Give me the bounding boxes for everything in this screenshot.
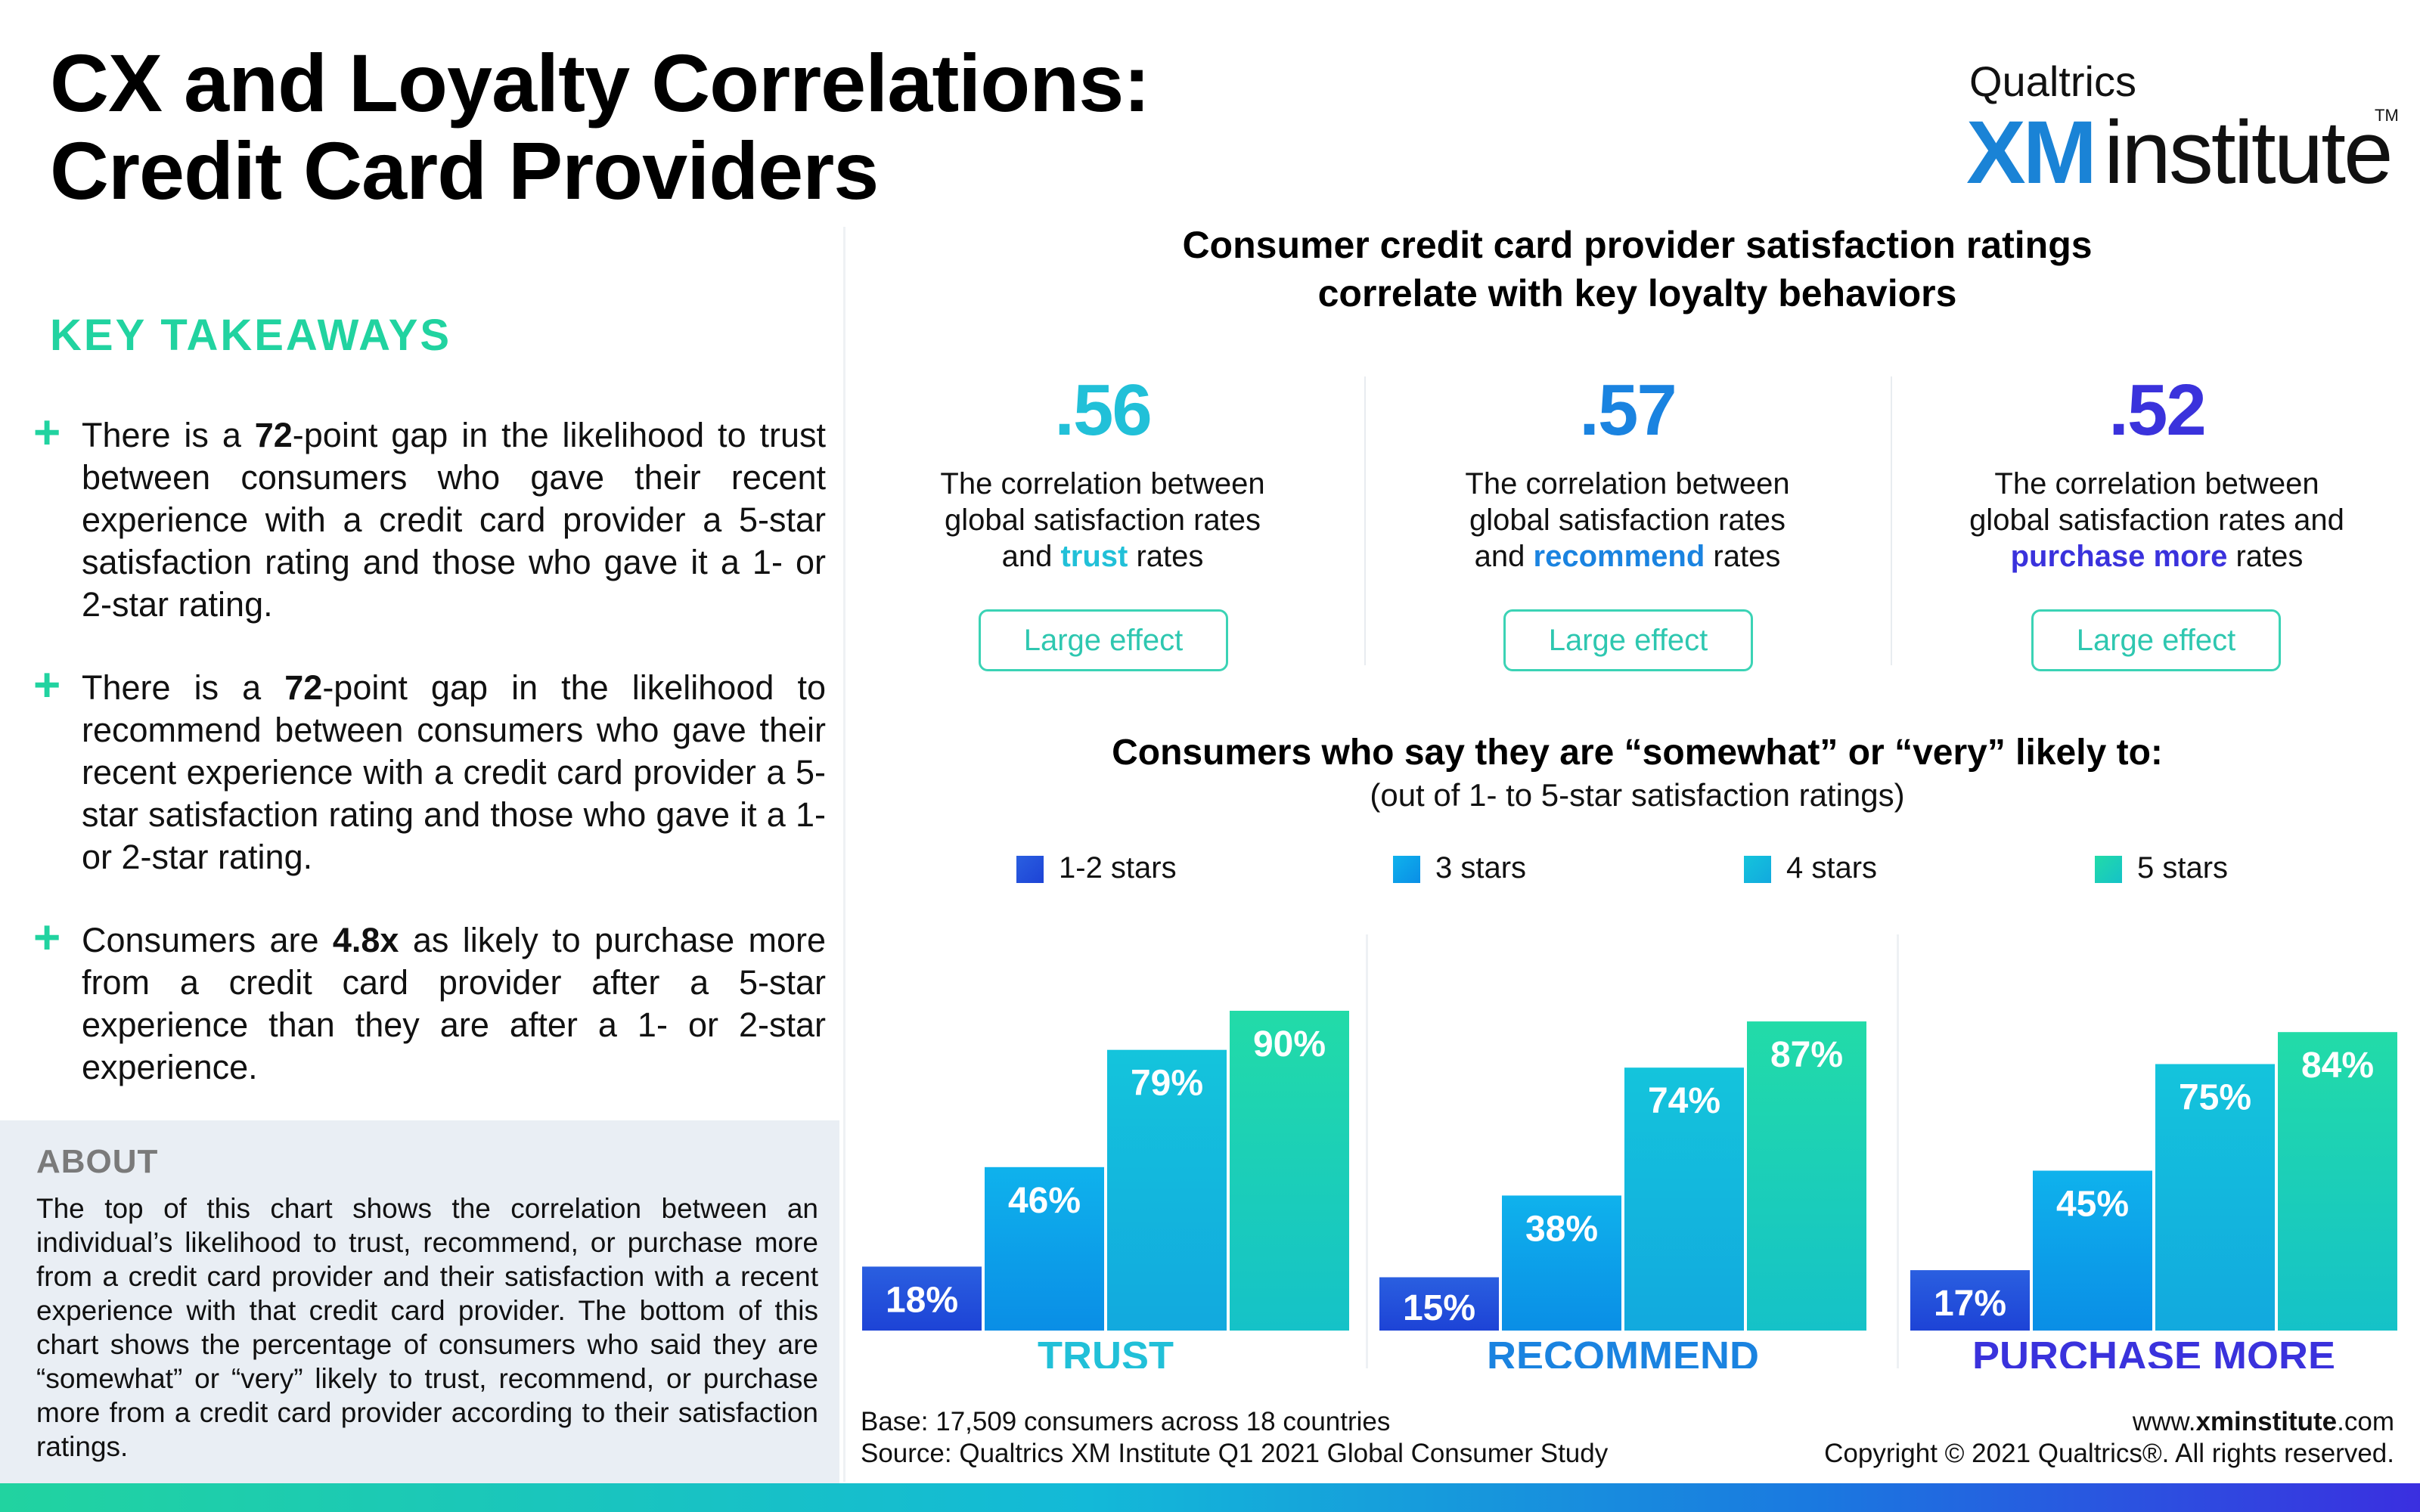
logo-brand-text: Qualtrics (1969, 57, 2136, 105)
logo-institute-text: institute (2104, 103, 2394, 203)
gradient-footer-bar (0, 1483, 2420, 1512)
logo-xm-text: XM (1966, 103, 2097, 203)
bar-recommend-series-0 (1379, 1277, 1499, 1331)
page-title-line1: CX and Loyalty Correlations: (50, 37, 1150, 129)
legend-swatch (2095, 856, 2122, 883)
card-divider (1364, 376, 1366, 665)
group-divider (1897, 934, 1899, 1368)
bar-trust-series-2 (1107, 1049, 1227, 1331)
correlation-card-purchase-more: .52 The correlation between global satis… (1915, 369, 2399, 575)
category-label-trust: TRUST (1038, 1334, 1174, 1368)
effect-badge: Large effect (1503, 609, 1753, 671)
bar-value-label: 46% (1008, 1181, 1081, 1221)
legend-swatch (1744, 856, 1771, 883)
bar-value-label: 79% (1131, 1064, 1203, 1104)
bar-value-label: 90% (1253, 1024, 1326, 1064)
correlation-description: The correlation between global satisfact… (1969, 467, 2344, 573)
bar-value-label: 75% (2179, 1078, 2251, 1118)
plus-icon: + (33, 659, 61, 711)
correlation-section-title: Consumer credit card provider satisfacti… (1182, 224, 2093, 314)
group-divider (1366, 934, 1368, 1368)
column-divider (843, 227, 845, 1482)
correlation-card-trust: .56 The correlation between global satis… (861, 369, 1345, 575)
correlation-description: The correlation between global satisfact… (1465, 467, 1790, 573)
bar-chart-subtitle: (out of 1- to 5-star satisfaction rating… (1370, 777, 1905, 813)
legend-swatch (1393, 856, 1420, 883)
category-label-purchase-more: PURCHASE MORE (1972, 1334, 2335, 1368)
bar-value-label: 18% (886, 1280, 958, 1320)
correlation-value: .52 (2108, 370, 2206, 451)
legend-label: 3 stars (1435, 851, 1527, 885)
legend-label: 4 stars (1786, 851, 1878, 885)
legend-label: 1-2 stars (1059, 851, 1177, 885)
bar-trust-series-0 (862, 1266, 982, 1331)
about-text: The top of this chart shows the correlat… (36, 1193, 818, 1462)
plus-icon: + (33, 407, 61, 459)
xm-institute-logo: Qualtrics XM institute TM (1966, 53, 2399, 199)
likelihood-bar-chart: 18% 46% 79% 90% 15% 38% 74% 87% 17% 45% 75% 84% TRU… (862, 934, 2397, 1368)
bar-value-label: 84% (2301, 1046, 2374, 1086)
takeaway-text: There is a 72-point gap in the likelihoo… (82, 668, 826, 876)
page-title: CX and Loyalty Correlations: Credit Card… (50, 39, 1336, 215)
bar-recommend-series-2 (1624, 1067, 1744, 1331)
effect-badge: Large effect (2031, 609, 2281, 671)
bar-purchase-more-series-0 (1910, 1270, 2030, 1331)
bar-recommend-series-3 (1747, 1021, 1866, 1331)
bar-value-label: 15% (1403, 1288, 1475, 1328)
footer-base: Base: 17,509 consumers across 18 countri… (861, 1407, 1391, 1436)
footer-url: www.xminstitute.com (2132, 1407, 2394, 1436)
correlation-value: .56 (1054, 370, 1152, 451)
plus-icon: + (33, 912, 61, 964)
bar-trust-series-1 (985, 1167, 1104, 1331)
about-panel: ABOUT The top of this chart shows the co… (0, 1120, 839, 1483)
key-takeaways-heading: KEY TAKEAWAYS (50, 311, 452, 360)
page-title-line2: Credit Card Providers (50, 125, 879, 216)
bar-trust-series-3 (1230, 1011, 1349, 1331)
legend-label: 5 stars (2137, 851, 2229, 885)
correlation-card-recommend: .57 The correlation between global satis… (1385, 369, 1869, 575)
bar-value-label: 38% (1525, 1209, 1598, 1249)
footer-source: Base: 17,509 consumers across 18 countri… (861, 1406, 1608, 1470)
logo-tm-mark: TM (2375, 106, 2399, 125)
correlation-description: The correlation between global satisfact… (940, 467, 1265, 573)
legend-swatch (1016, 856, 1044, 883)
effect-badge: Large effect (979, 609, 1228, 671)
bar-recommend-series-1 (1502, 1195, 1621, 1331)
bar-purchase-more-series-2 (2155, 1064, 2275, 1331)
correlation-value: .57 (1579, 370, 1677, 451)
bar-value-label: 45% (2056, 1185, 2129, 1225)
category-label-recommend: RECOMMEND (1487, 1334, 1759, 1368)
footer-copyright: www.xminstitute.com Copyright © 2021 Qua… (1824, 1406, 2394, 1470)
bar-value-label: 74% (1648, 1081, 1720, 1121)
bar-value-label: 17% (1934, 1284, 2006, 1324)
bar-purchase-more-series-1 (2033, 1170, 2152, 1331)
takeaway-text: There is a 72-point gap in the likelihoo… (82, 416, 826, 624)
footer-copyright-line: Copyright © 2021 Qualtrics®. All rights … (1824, 1439, 2394, 1468)
footer-source-line: Source: Qualtrics XM Institute Q1 2021 G… (861, 1439, 1609, 1468)
card-divider (1891, 376, 1892, 665)
bar-chart-title: Consumers who say they are “somewhat” or… (1112, 733, 2163, 773)
about-heading: ABOUT (36, 1143, 159, 1180)
bar-value-label: 87% (1770, 1035, 1843, 1075)
bar-purchase-more-series-3 (2278, 1032, 2397, 1331)
takeaway-text: Consumers are 4.8x as likely to purchase… (82, 921, 827, 1086)
